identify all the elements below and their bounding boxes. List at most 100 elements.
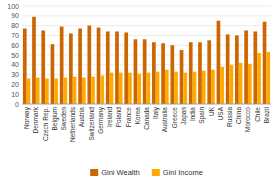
bar xyxy=(183,73,187,104)
x-tick-label: France xyxy=(125,107,132,128)
y-grid xyxy=(22,6,271,104)
x-tick-label: Ireland xyxy=(106,107,113,127)
x-tick-label: Chile xyxy=(254,107,261,122)
x-tick-label: Morocco xyxy=(244,107,251,132)
bar xyxy=(207,40,211,104)
x-tick-label: Czech Rep. xyxy=(42,107,50,141)
bar xyxy=(156,72,160,104)
bar xyxy=(226,34,230,104)
bar xyxy=(211,70,215,104)
x-tick-label: Norway xyxy=(23,106,31,129)
bar xyxy=(152,42,156,104)
bar xyxy=(91,77,95,104)
bar xyxy=(124,32,128,104)
x-tick-label: Germany xyxy=(97,106,105,133)
bar xyxy=(165,70,169,104)
x-tick-label: Greece xyxy=(171,107,178,129)
bar xyxy=(193,72,197,104)
y-tick-label: 80 xyxy=(11,22,19,29)
bar xyxy=(147,73,151,104)
x-tick-label: China xyxy=(235,107,242,124)
grid-line xyxy=(22,6,271,7)
legend-item: Gini Wealth xyxy=(90,168,140,177)
bar xyxy=(36,78,40,104)
bar xyxy=(170,45,174,104)
bar xyxy=(54,79,58,104)
bar xyxy=(189,42,193,104)
x-tick-label: Canada xyxy=(143,107,150,130)
bar xyxy=(110,73,114,104)
x-tick-label: Brazil xyxy=(263,106,270,123)
x-tick-label: India xyxy=(189,107,196,121)
legend: Gini WealthGini Income xyxy=(90,168,203,177)
y-tick-label: 10 xyxy=(11,91,19,98)
x-tick-label: Australia xyxy=(161,107,168,133)
x-tick-label: Sweden xyxy=(60,107,67,131)
bar xyxy=(106,31,110,104)
bar xyxy=(137,74,141,104)
x-tick-label: Switzerland xyxy=(88,107,95,141)
y-tick-label: 40 xyxy=(11,61,19,68)
bar xyxy=(51,44,55,104)
bar xyxy=(82,78,86,104)
x-tick-label: Poland xyxy=(115,107,122,128)
x-tick-label: Netherlands xyxy=(69,106,76,142)
chart: 0102030405060708090100NorwayDenmarkCzech… xyxy=(0,0,275,183)
bar xyxy=(60,27,64,104)
legend-label: Gini Wealth xyxy=(101,168,140,177)
y-tick-label: 90 xyxy=(11,12,19,19)
bar xyxy=(128,73,132,104)
bar xyxy=(174,72,178,104)
bar xyxy=(202,71,206,104)
legend-swatch xyxy=(90,169,98,176)
x-tick-label: UK xyxy=(208,106,215,116)
y-tick-label: 70 xyxy=(11,32,19,39)
bar xyxy=(235,35,239,104)
bar xyxy=(32,17,36,104)
bar xyxy=(100,76,104,104)
bar xyxy=(198,42,202,104)
bar xyxy=(230,65,234,104)
bar xyxy=(119,73,123,104)
bar xyxy=(78,29,82,104)
bar xyxy=(87,26,91,104)
x-axis xyxy=(22,104,271,105)
x-tick-label: Belgium xyxy=(51,107,59,130)
x-tick-label: Austria xyxy=(78,107,85,128)
bar xyxy=(69,33,73,104)
bar xyxy=(41,31,45,105)
bar xyxy=(239,63,243,104)
x-tick-label: Japan xyxy=(180,107,188,125)
y-tick-label: 100 xyxy=(7,3,19,10)
bar xyxy=(27,79,31,104)
bar xyxy=(64,78,68,104)
grid-line xyxy=(22,15,271,16)
x-tick-label: USA xyxy=(217,106,224,120)
bar xyxy=(266,52,270,104)
bar xyxy=(244,31,248,105)
bar xyxy=(263,22,267,104)
x-tick-label: Russia xyxy=(226,107,233,127)
bar xyxy=(97,28,101,104)
bar xyxy=(143,39,147,104)
x-tick-label: Korea xyxy=(134,107,141,125)
y-tick-label: 50 xyxy=(11,52,19,59)
bar xyxy=(220,67,224,104)
grid-line xyxy=(22,104,271,105)
bar xyxy=(23,29,27,104)
grid-line xyxy=(22,35,271,36)
y-tick-label: 0 xyxy=(15,101,19,108)
y-tick-label: 60 xyxy=(11,42,19,49)
grid-line xyxy=(22,25,271,26)
bar xyxy=(217,21,221,104)
bar xyxy=(161,43,165,104)
legend-swatch xyxy=(152,169,160,176)
bars xyxy=(23,17,270,104)
bar xyxy=(257,53,261,104)
x-tick-label: Italy xyxy=(152,106,160,119)
x-tick-label: Denmark xyxy=(32,106,39,133)
x-tick-label: Spain xyxy=(198,107,206,124)
y-tick-label: 30 xyxy=(11,71,19,78)
bar xyxy=(73,77,77,104)
bar xyxy=(115,31,119,104)
